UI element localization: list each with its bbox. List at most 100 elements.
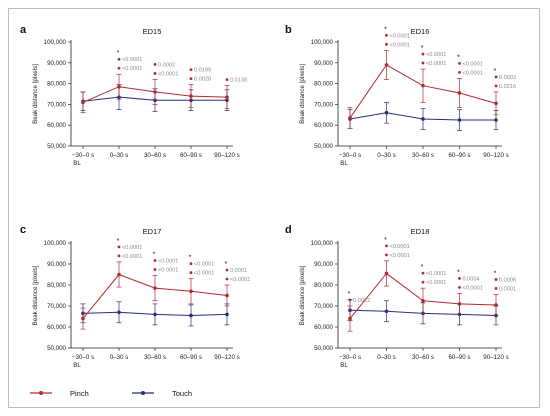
p-value-label: 0.0199 [194,68,211,74]
data-point-pinch [348,116,352,120]
data-point-pinch [189,94,193,98]
y-tick-label: 50,000 [47,143,66,150]
y-tick-label: 70,000 [314,101,333,108]
panel-letter: c [20,224,26,236]
annotation-dot [494,84,498,88]
y-axis-label: Beak distance [pixels] [32,64,39,124]
y-tick-label: 90,000 [314,60,333,67]
x-tick-label: 30–60 s [144,152,166,159]
data-point-touch [117,310,121,315]
p-value-label: <0.0001 [463,61,483,67]
annotation-dot [421,52,425,56]
p-value-label: 0.0002 [158,62,175,68]
panel-d: d ED18 50,000 60,000 70,000 80,000 90,000 100,0… [285,224,516,369]
data-point-pinch [81,316,85,321]
y-tick-label: 50,000 [314,345,333,352]
y-tick-label: 60,000 [47,324,66,331]
p-value-label: <0.0001 [426,271,446,277]
x-tick-label: −30–0 s [339,354,361,361]
data-point-pinch [384,271,389,276]
baseline-label: BL [73,160,81,167]
annotation-dot [189,77,193,81]
data-point-touch [421,117,425,121]
significance-star: * [225,261,228,268]
annotation-dot [153,268,157,271]
significance-star: * [421,45,424,52]
panel-title: ED18 [411,227,430,236]
annotation-dot [421,61,425,65]
data-point-pinch [384,63,389,67]
annotation-dot [494,287,498,290]
legend-item-touch: Touch [132,389,192,398]
data-point-touch [457,118,462,122]
data-point-pinch [421,83,425,88]
p-value-label: 0.0138 [230,78,247,84]
annotation-dot [494,75,498,79]
y-tick-label: 90,000 [314,261,333,268]
p-value-label: <0.0001 [426,61,446,67]
annotation-dot [458,277,461,280]
x-tick-label: 0–30 s [377,354,396,361]
y-tick-label: 100,000 [44,240,67,247]
panel-title: ED17 [143,227,162,236]
significance-star: * [117,50,120,57]
legend-label: Pinch [70,389,89,398]
data-point-pinch [494,101,498,106]
baseline-label: BL [340,160,348,167]
panel-b: b ED16 50,000 60,000 70,000 80,000 90,000 100,0… [285,24,516,167]
significance-star: * [457,269,460,276]
data-point-touch [494,118,498,122]
annotation-dot [225,268,229,272]
p-value-label: <0.0001 [230,277,250,283]
annotation-dot [153,63,157,66]
significance-star: * [494,68,497,75]
data-point-pinch [189,289,193,294]
y-tick-label: 70,000 [47,101,66,108]
panel-title: ED15 [143,27,162,36]
data-point-pinch [494,303,498,307]
x-tick-label: 0–30 s [377,152,396,159]
x-tick-label: 0–30 s [110,354,129,361]
y-tick-label: 60,000 [314,324,333,331]
panel-c: c ED17 50,000 60,000 70,000 80,000 90,000 100,0… [20,224,250,369]
p-value-label: 0.0001 [230,268,247,274]
data-point-pinch [457,302,462,306]
significance-star: * [421,264,424,271]
p-value-label: 0.0001 [499,286,516,292]
y-axis-label: Beak distance [pixels] [32,265,39,325]
y-tick-label: 70,000 [314,303,333,310]
annotation-dot [117,254,121,258]
panel-letter: b [285,24,292,36]
p-value-label: <0.0001 [390,253,410,259]
legend-marker [39,391,43,395]
data-point-touch [153,312,157,317]
significance-star: * [189,255,192,262]
data-point-pinch [225,95,229,99]
p-value-label: <0.0001 [463,285,483,291]
significance-star: * [384,237,387,244]
p-value-label: 0.0006 [499,277,516,283]
significance-star: * [348,291,351,298]
legend-item-pinch: Pinch [30,389,89,398]
annotation-dot [225,78,229,82]
y-tick-label: 100,000 [311,39,334,46]
y-tick-label: 100,000 [311,240,334,247]
data-point-pinch [117,272,121,277]
annotation-dot [225,277,229,281]
annotation-dot [385,33,388,37]
annotation-dot [385,42,388,46]
y-axis-label: Beak distance [pixels] [299,265,306,325]
data-point-pinch [421,298,425,303]
baseline-label: BL [73,362,81,369]
y-tick-label: 80,000 [314,81,333,88]
data-point-pinch [457,91,462,95]
x-tick-label: 90–120 s [483,152,508,159]
significance-star: * [457,54,460,61]
p-value-label: <0.0001 [426,280,446,286]
p-value-label: <0.0001 [122,245,142,251]
annotation-dot [117,66,121,70]
x-tick-label: 60–90 s [180,354,202,361]
p-value-label: 0.0004 [463,276,480,282]
x-tick-label: 90–120 s [214,354,239,361]
